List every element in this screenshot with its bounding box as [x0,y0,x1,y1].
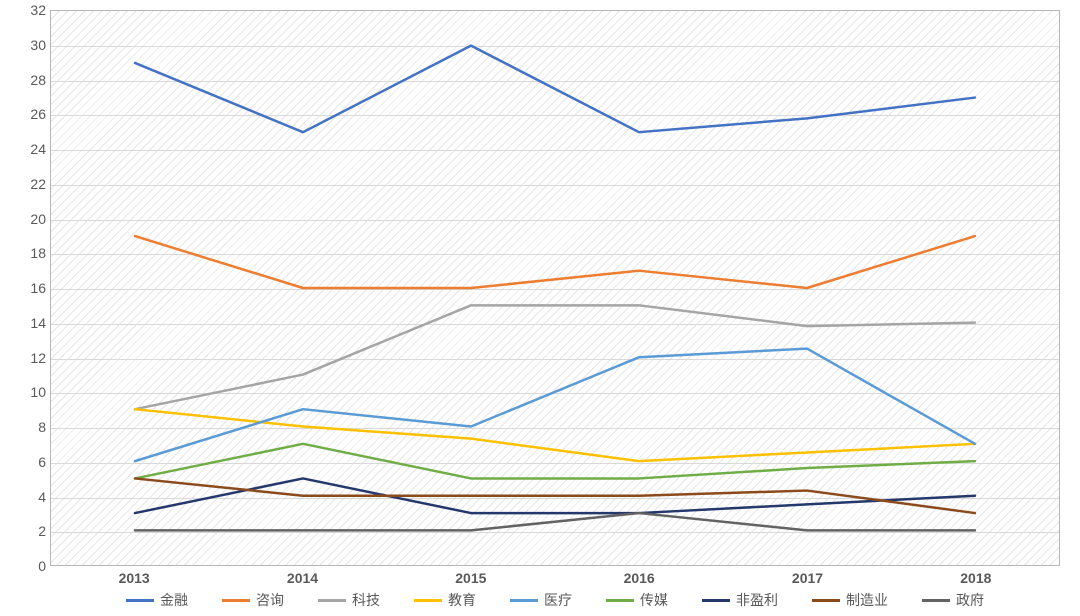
legend-swatch [510,599,538,602]
plot-area [50,10,1060,566]
y-tick-label: 8 [6,419,46,435]
legend-label: 制造业 [846,590,888,610]
y-tick-label: 26 [6,106,46,122]
legend-item: 政府 [922,590,984,610]
series-line [135,478,975,513]
legend-label: 科技 [352,590,380,610]
legend-item: 医疗 [510,590,572,610]
legend-label: 教育 [448,590,476,610]
y-tick-label: 16 [6,280,46,296]
legend-item: 教育 [414,590,476,610]
legend-swatch [126,599,154,602]
legend-label: 咨询 [256,590,284,610]
legend-label: 医疗 [544,590,572,610]
legend-item: 咨询 [222,590,284,610]
x-tick-label: 2017 [792,570,823,586]
y-tick-label: 22 [6,176,46,192]
y-tick-label: 10 [6,384,46,400]
legend-swatch [222,599,250,602]
y-tick-label: 30 [6,37,46,53]
line-chart: 02468101214161820222426283032 2013201420… [0,0,1080,616]
series-line [135,236,975,288]
series-line [135,305,975,409]
legend-swatch [812,599,840,602]
y-tick-label: 18 [6,245,46,261]
legend-swatch [414,599,442,602]
y-tick-label: 0 [6,558,46,574]
series-line [135,46,975,133]
y-tick-label: 32 [6,2,46,18]
legend-label: 传媒 [640,590,668,610]
legend-swatch [702,599,730,602]
y-tick-label: 28 [6,72,46,88]
y-tick-label: 12 [6,350,46,366]
y-tick-label: 24 [6,141,46,157]
legend-swatch [922,599,950,602]
legend-swatch [606,599,634,602]
legend-item: 科技 [318,590,380,610]
legend-item: 传媒 [606,590,668,610]
y-tick-label: 4 [6,489,46,505]
x-tick-label: 2015 [455,570,486,586]
series-line [135,349,975,462]
legend-label: 非盈利 [736,590,778,610]
x-tick-label: 2016 [624,570,655,586]
legend-label: 金融 [160,590,188,610]
x-tick-label: 2013 [119,570,150,586]
legend-item: 制造业 [812,590,888,610]
y-tick-label: 14 [6,315,46,331]
x-tick-label: 2014 [287,570,318,586]
legend-item: 非盈利 [702,590,778,610]
legend-label: 政府 [956,590,984,610]
y-tick-label: 20 [6,211,46,227]
x-tick-label: 2018 [960,570,991,586]
series-lines [51,11,1059,565]
series-line [135,513,975,530]
legend-item: 金融 [126,590,188,610]
legend: 金融 咨询 科技 教育 医疗 传媒 非盈利 制造业 政府 [50,590,1060,610]
y-tick-label: 6 [6,454,46,470]
legend-swatch [318,599,346,602]
y-tick-label: 2 [6,523,46,539]
